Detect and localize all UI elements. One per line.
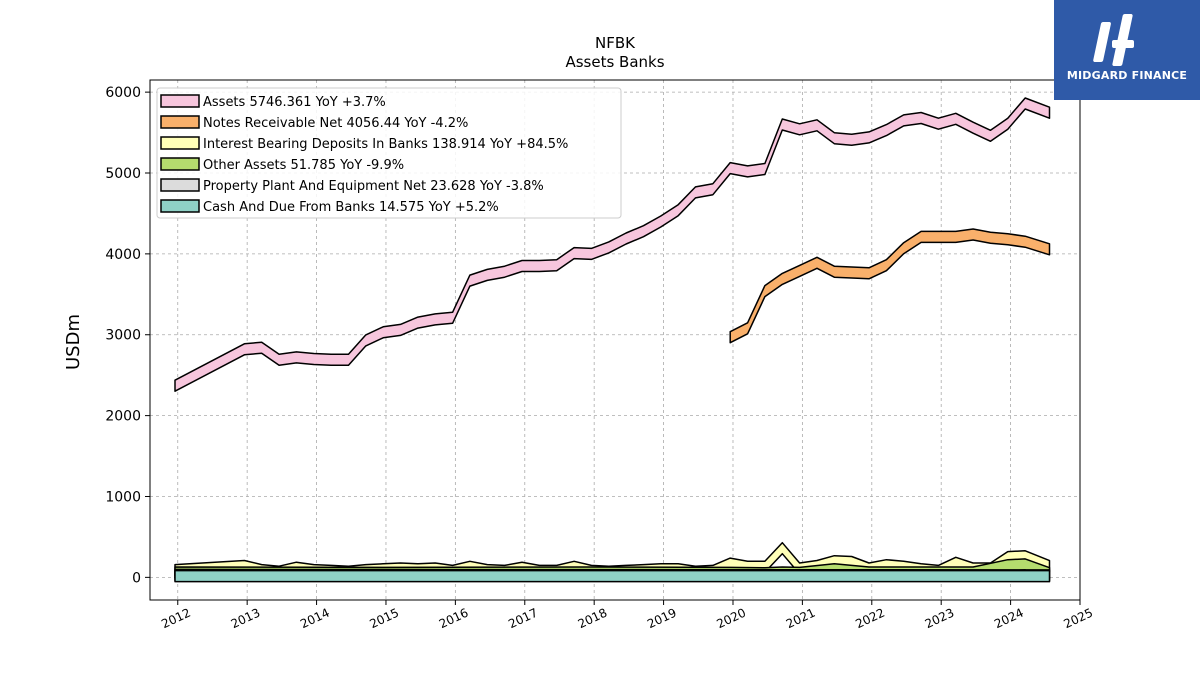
legend-entry-label: Property Plant And Equipment Net 23.628 … [203, 179, 544, 194]
legend-swatch [160, 136, 200, 150]
y-tick-label: 5000 [105, 166, 141, 182]
y-tick-label: 1000 [105, 489, 141, 505]
legend-entry-label: Other Assets 51.785 YoY -9.9% [203, 158, 404, 173]
x-tick-label: 2019 [645, 606, 679, 632]
x-tick-label: 2025 [1062, 606, 1096, 632]
series-assets [174, 97, 1051, 392]
y-tick-label: 3000 [105, 328, 141, 344]
legend-swatch [160, 157, 200, 171]
legend-entry-label: Interest Bearing Deposits In Banks 138.9… [203, 137, 568, 152]
x-tick-label: 2020 [714, 606, 748, 632]
brand-mark-icon [1093, 14, 1134, 66]
y-axis: 0 1000 2000 3000 4000 5000 6000 [105, 85, 150, 586]
series-layer [174, 97, 1051, 583]
y-tick-label: 2000 [105, 409, 141, 425]
legend-swatch [160, 115, 200, 129]
series-band [174, 569, 1051, 583]
plot-frame [149, 79, 1081, 601]
legend: Assets 5746.361 YoY +3.7% Notes Receivabl… [156, 87, 622, 219]
y-tick-label: 6000 [105, 85, 141, 101]
x-tick-label: 2013 [229, 606, 263, 632]
x-tick-label: 2012 [159, 606, 193, 632]
x-tick-label: 2017 [506, 606, 540, 632]
y-tick-label: 4000 [105, 247, 141, 263]
x-tick-label: 2021 [784, 606, 818, 632]
grid [150, 80, 1081, 600]
x-tick-label: 2015 [367, 606, 401, 632]
brand-name: MIDGARD FINANCE [1066, 69, 1188, 82]
x-tick-label: 2016 [437, 606, 471, 632]
chart-title-group: NFBK Assets Banks [565, 34, 664, 71]
legend-entry-label: Cash And Due From Banks 14.575 YoY +5.2% [203, 200, 499, 215]
legend-swatch [160, 94, 200, 108]
series-notes-receivable-net [729, 228, 1051, 344]
series-band [174, 97, 1051, 392]
x-tick-label: 2022 [853, 606, 887, 632]
chart-title: NFBK [595, 34, 636, 52]
legend-swatch [160, 178, 200, 192]
chart-subtitle: Assets Banks [565, 53, 664, 71]
y-tick-label: 0 [132, 570, 141, 586]
y-axis-label: USDm [63, 314, 84, 370]
legend-entry-label: Assets 5746.361 YoY +3.7% [203, 95, 386, 110]
brand-logo: MIDGARD FINANCE [1054, 0, 1200, 100]
legend-swatch [160, 199, 200, 213]
x-tick-label: 2018 [576, 606, 610, 632]
series-band [729, 228, 1051, 344]
x-tick-label: 2014 [298, 606, 332, 632]
legend-box [156, 87, 622, 219]
legend-entry-label: Notes Receivable Net 4056.44 YoY -4.2% [203, 116, 468, 131]
series-cash-and-due-from-banks [174, 569, 1051, 583]
x-axis: 2012 2013 2014 2015 2016 2017 2018 2019 2020 2021… [159, 600, 1095, 631]
x-tick-label: 2023 [923, 606, 957, 632]
x-tick-label: 2024 [992, 606, 1026, 632]
